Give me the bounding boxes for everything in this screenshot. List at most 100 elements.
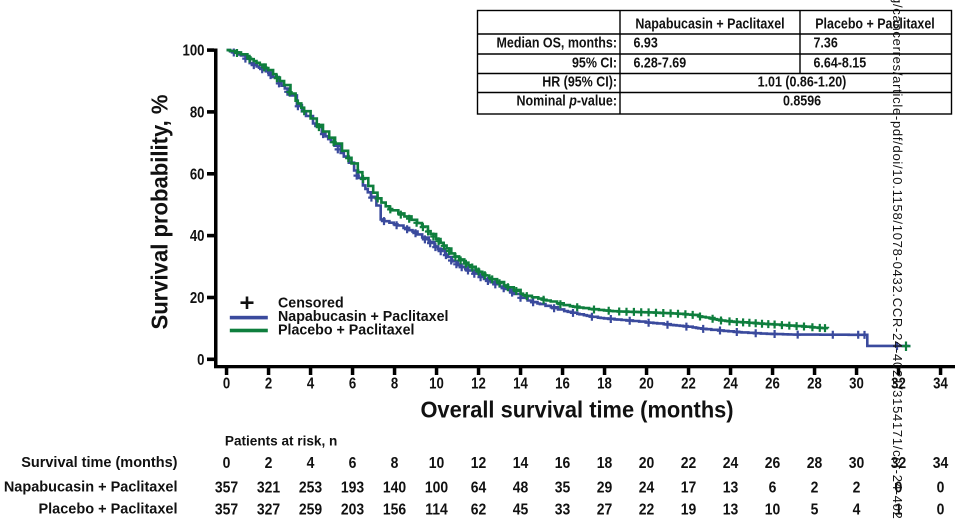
svg-text:114: 114 <box>425 502 448 519</box>
svg-text:19: 19 <box>681 502 697 519</box>
svg-text:13: 13 <box>723 502 739 519</box>
svg-text:4: 4 <box>853 502 862 519</box>
svg-text:95% CI:: 95% CI: <box>572 55 617 71</box>
svg-text:0: 0 <box>937 480 945 497</box>
svg-text:80: 80 <box>190 105 205 122</box>
svg-text:357: 357 <box>215 480 238 497</box>
svg-text:28: 28 <box>807 375 822 392</box>
svg-text:32: 32 <box>891 375 906 392</box>
svg-text:40: 40 <box>190 228 205 245</box>
svg-text:24: 24 <box>723 455 739 472</box>
svg-text:6.64-8.15: 6.64-8.15 <box>814 55 867 71</box>
svg-text:0: 0 <box>197 352 204 369</box>
svg-text:2: 2 <box>265 455 273 472</box>
svg-text:20: 20 <box>190 290 205 307</box>
svg-text:14: 14 <box>513 375 528 392</box>
svg-text:203: 203 <box>341 502 364 519</box>
svg-text:4: 4 <box>307 455 316 472</box>
svg-text:100: 100 <box>183 43 205 60</box>
svg-text:0: 0 <box>223 375 230 392</box>
svg-text:20: 20 <box>639 375 654 392</box>
svg-text:0: 0 <box>223 455 231 472</box>
svg-text:Placebo + Paclitaxel: Placebo + Paclitaxel <box>815 16 935 32</box>
svg-text:26: 26 <box>765 455 781 472</box>
svg-text:16: 16 <box>555 375 570 392</box>
svg-text:10: 10 <box>429 375 444 392</box>
svg-text:13: 13 <box>723 480 739 497</box>
svg-text:6: 6 <box>769 480 777 497</box>
svg-text:6: 6 <box>349 375 356 392</box>
svg-text:12: 12 <box>471 455 487 472</box>
svg-text:7.36: 7.36 <box>814 35 839 51</box>
svg-text:14: 14 <box>513 455 529 472</box>
svg-text:6.28-7.69: 6.28-7.69 <box>634 55 687 71</box>
svg-text:Napabucasin + Paclitaxel: Napabucasin + Paclitaxel <box>4 480 178 496</box>
svg-text:34: 34 <box>933 455 949 472</box>
svg-text:Median OS, months:: Median OS, months: <box>497 35 617 51</box>
svg-text:8: 8 <box>391 455 399 472</box>
svg-text:48: 48 <box>513 480 529 497</box>
svg-text:0.8596: 0.8596 <box>783 93 822 109</box>
svg-text:22: 22 <box>681 455 697 472</box>
svg-text:45: 45 <box>513 502 529 519</box>
svg-text:2: 2 <box>811 480 819 497</box>
svg-text:28: 28 <box>807 455 823 472</box>
svg-text:27: 27 <box>597 502 613 519</box>
svg-text:0: 0 <box>895 480 903 497</box>
svg-text:20: 20 <box>639 455 655 472</box>
svg-text:253: 253 <box>299 480 322 497</box>
svg-text:HR (95% CI):: HR (95% CI): <box>542 74 617 90</box>
svg-text:Placebo + Paclitaxel: Placebo + Paclitaxel <box>278 322 414 338</box>
svg-text:193: 193 <box>341 480 364 497</box>
svg-text:34: 34 <box>933 375 948 392</box>
svg-text:12: 12 <box>471 375 486 392</box>
svg-text:140: 140 <box>383 480 406 497</box>
svg-text:35: 35 <box>555 480 571 497</box>
svg-text:100: 100 <box>425 480 448 497</box>
svg-text:Nominal p-value:: Nominal p-value: <box>517 93 617 109</box>
svg-text:Survival time (months): Survival time (months) <box>21 455 177 471</box>
svg-text:327: 327 <box>257 502 280 519</box>
svg-text:Napabucasin + Paclitaxel: Napabucasin + Paclitaxel <box>278 309 448 325</box>
svg-text:0: 0 <box>937 502 945 519</box>
svg-text:22: 22 <box>681 375 696 392</box>
svg-text:60: 60 <box>190 166 205 183</box>
svg-text:Survival probability, %: Survival probability, % <box>147 94 173 329</box>
svg-text:29: 29 <box>597 480 613 497</box>
svg-text:32: 32 <box>891 455 907 472</box>
svg-text:Censored: Censored <box>278 295 344 311</box>
svg-text:22: 22 <box>639 502 655 519</box>
svg-text:1.01 (0.86-1.20): 1.01 (0.86-1.20) <box>758 74 847 90</box>
svg-text:Placebo + Paclitaxel: Placebo + Paclitaxel <box>38 502 177 518</box>
svg-text:26: 26 <box>765 375 780 392</box>
svg-text:Patients at risk, n: Patients at risk, n <box>225 433 337 448</box>
svg-text:24: 24 <box>723 375 738 392</box>
svg-text:321: 321 <box>257 480 280 497</box>
svg-text:2: 2 <box>265 375 272 392</box>
svg-text:g/cancerres/article-pdf/doi/10: g/cancerres/article-pdf/doi/10.1158/1078… <box>890 0 905 520</box>
svg-text:16: 16 <box>555 455 571 472</box>
svg-text:30: 30 <box>849 455 865 472</box>
svg-text:1: 1 <box>895 502 903 519</box>
svg-text:6.93: 6.93 <box>634 35 659 51</box>
svg-text:18: 18 <box>597 455 613 472</box>
svg-text:6: 6 <box>349 455 357 472</box>
svg-text:24: 24 <box>639 480 655 497</box>
svg-text:10: 10 <box>429 455 445 472</box>
svg-text:8: 8 <box>391 375 398 392</box>
svg-text:357: 357 <box>215 502 238 519</box>
svg-text:18: 18 <box>597 375 612 392</box>
svg-text:Overall survival time (months): Overall survival time (months) <box>420 397 733 423</box>
svg-text:156: 156 <box>383 502 406 519</box>
svg-text:17: 17 <box>681 480 697 497</box>
svg-text:62: 62 <box>471 502 487 519</box>
svg-text:2: 2 <box>853 480 861 497</box>
svg-text:Napabucasin + Paclitaxel: Napabucasin + Paclitaxel <box>635 16 784 32</box>
svg-text:33: 33 <box>555 502 571 519</box>
svg-text:5: 5 <box>811 502 819 519</box>
svg-text:259: 259 <box>299 502 322 519</box>
svg-text:10: 10 <box>765 502 781 519</box>
svg-text:4: 4 <box>307 375 314 392</box>
svg-text:30: 30 <box>849 375 864 392</box>
svg-text:64: 64 <box>471 480 487 497</box>
